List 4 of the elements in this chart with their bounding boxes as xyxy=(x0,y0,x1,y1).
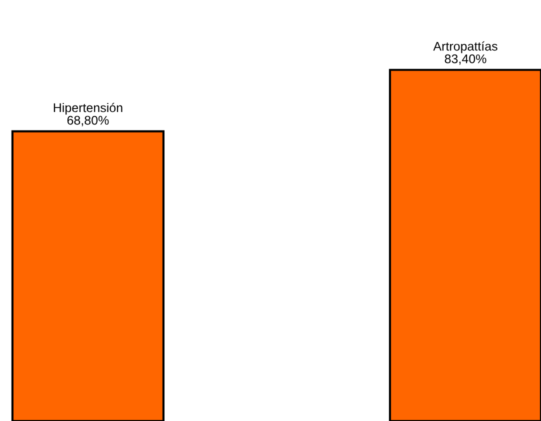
data-label: 68,80% xyxy=(67,116,109,126)
x-tick-label: Artropattías xyxy=(433,41,498,54)
x-tick-label: Hipertensión xyxy=(54,102,122,115)
data-label: 83,40% xyxy=(444,54,486,65)
